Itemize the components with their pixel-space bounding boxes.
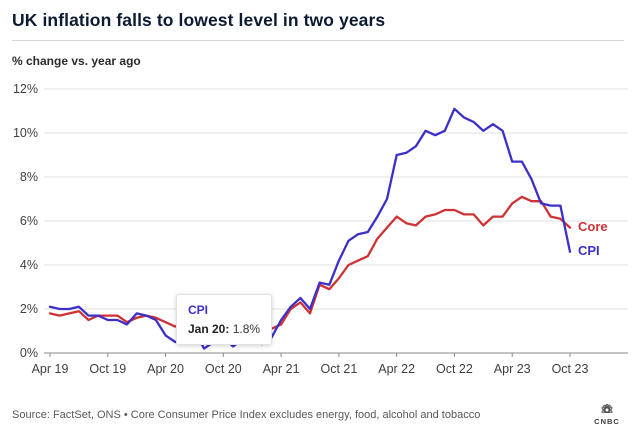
tooltip-series-name: CPI (188, 303, 209, 317)
x-tick-label: Apr 22 (378, 362, 415, 376)
series-label-core: Core (578, 218, 608, 234)
y-tick-label: 0% (20, 346, 38, 360)
tooltip-date: Jan 20: (188, 322, 230, 337)
x-tick-label: Apr 23 (494, 362, 531, 376)
x-tick-label: Oct 23 (552, 362, 589, 376)
x-tick-label: Oct 21 (320, 362, 357, 376)
y-tick-label: 8% (20, 170, 38, 184)
y-tick-label: 2% (20, 302, 38, 316)
y-tick-label: 12% (13, 82, 38, 96)
x-tick-label: Oct 20 (205, 362, 242, 376)
y-tick-label: 10% (13, 126, 38, 140)
series-label-cpi: CPI (578, 242, 600, 258)
line-chart: 0% 2% 4% 6% 8% 10% 12% Apr 19 Oct 19 Apr 20 Oct 20… (13, 82, 628, 376)
x-tick-label: Apr 19 (32, 362, 69, 376)
x-tick-label: Apr 21 (263, 362, 300, 376)
cnbc-peacock-icon (601, 404, 613, 416)
y-tick-label: 4% (20, 258, 38, 272)
title-divider (12, 40, 624, 41)
series-line-core (48, 195, 572, 335)
chart-tooltip: CPI Jan 20: 1.8% (176, 294, 273, 346)
x-tick-label: Apr 20 (147, 362, 184, 376)
x-tick-label: Oct 22 (436, 362, 473, 376)
y-tick-label: 6% (20, 214, 38, 228)
series-line-cpi (48, 107, 572, 350)
y-axis-unit-label: % change vs. year ago (12, 54, 141, 68)
cnbc-logo: CNBC (590, 398, 624, 426)
tooltip-value: 1.8% (232, 322, 261, 337)
page-title: UK inflation falls to lowest level in tw… (12, 10, 386, 30)
x-tick-label: Oct 19 (89, 362, 126, 376)
cnbc-logo-text: CNBC (594, 417, 620, 426)
source-note: Source: FactSet, ONS • Core Consumer Pri… (12, 409, 481, 421)
